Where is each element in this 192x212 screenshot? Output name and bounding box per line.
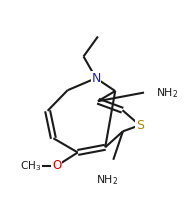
Text: S: S: [136, 119, 144, 132]
Text: NH$_2$: NH$_2$: [156, 86, 178, 100]
Text: NH$_2$: NH$_2$: [96, 173, 118, 187]
Text: N: N: [91, 72, 101, 85]
Text: O: O: [52, 159, 61, 172]
Text: CH$_3$: CH$_3$: [20, 159, 41, 173]
